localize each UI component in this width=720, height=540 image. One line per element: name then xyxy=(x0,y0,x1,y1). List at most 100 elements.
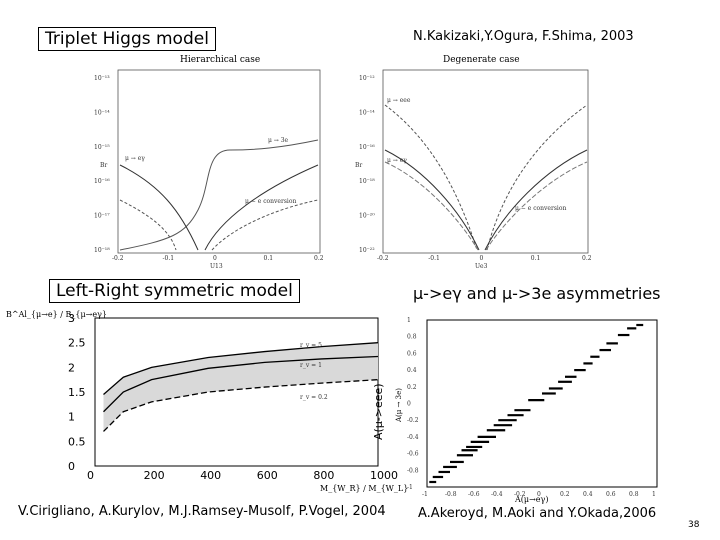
hier-ylabel: Br xyxy=(100,162,107,169)
ytick-label: 2.5 xyxy=(68,337,86,350)
lr-label-rv5: r_v = 5 xyxy=(300,342,322,349)
triplet-title-box: Triplet Higgs model xyxy=(38,27,216,51)
hier-label-mueg: μ → eγ xyxy=(125,155,145,162)
ytick-label: 10⁻¹⁶ xyxy=(359,144,375,151)
lr-title: Left-Right symmetric model xyxy=(56,281,293,301)
hier-label-mu3e: μ → 3e xyxy=(268,137,289,144)
xtick-label: -0.2 xyxy=(112,255,124,262)
asym-xlabel: A(μ→eγ) xyxy=(514,495,548,504)
page-number: 38 xyxy=(688,520,700,530)
ytick-label: 0.4 xyxy=(407,367,417,374)
xtick-label: 0 xyxy=(87,469,94,482)
xtick-label: 1000 xyxy=(370,469,398,482)
ytick-label: 10⁻¹⁴ xyxy=(359,109,375,116)
deg-curve-mueg xyxy=(384,149,588,251)
xtick-label: 0.2 xyxy=(582,255,592,262)
xtick-label: 0 xyxy=(213,255,217,262)
ytick-label: 10⁻¹⁷ xyxy=(94,213,110,220)
ytick-label: 3 xyxy=(68,312,75,325)
lr-xlabel: M_{W_R} / M_{W_L} xyxy=(320,484,408,493)
xtick-label: -0.2 xyxy=(377,255,389,262)
deg-curve-conv xyxy=(384,161,588,251)
xtick-label: -0.1 xyxy=(163,255,175,262)
ytick-label: 10⁻¹⁵ xyxy=(94,144,110,151)
ytick-label: 0 xyxy=(68,460,75,473)
lr-band xyxy=(103,342,379,432)
xtick-label: 0 xyxy=(537,491,541,498)
lr-series-line xyxy=(103,342,379,395)
hier-curve-conv xyxy=(119,199,319,251)
ytick-label: -0.8 xyxy=(407,467,419,474)
lr-series-line xyxy=(103,355,379,413)
ytick-label: -0.4 xyxy=(407,434,419,441)
lr-series-line xyxy=(103,379,379,432)
xtick-label: 0.1 xyxy=(264,255,274,262)
asym-citation: A.Akeroyd, M.Aoki and Y.Okada,2006 xyxy=(418,506,657,521)
hier-label-conv: μ − e conversion xyxy=(245,198,296,205)
xtick-label: 200 xyxy=(144,469,165,482)
lr-ylabel: B^Al_{μ→e} / B_{μ→eγ} xyxy=(6,310,107,319)
ytick-label: 2 xyxy=(68,361,75,374)
hier-curve-mu3e xyxy=(119,139,319,251)
ytick-label: 0.8 xyxy=(407,334,417,341)
ytick-label: -1 xyxy=(407,484,413,491)
ytick-label: 10⁻¹² xyxy=(359,75,375,82)
xtick-label: 0.6 xyxy=(606,491,616,498)
deg-ylabel: Br xyxy=(355,162,362,169)
deg-label-conv: μ − e conversion xyxy=(515,205,566,212)
lr-frame xyxy=(94,317,379,467)
ytick-label: 10⁻¹⁸ xyxy=(359,178,375,185)
deg-curve-mueee xyxy=(384,104,588,251)
ytick-label: 10⁻²⁰ xyxy=(359,213,375,220)
asym-frame xyxy=(426,319,658,488)
lr-label-rv1: r_v = 1 xyxy=(300,362,322,369)
triplet-citation: N.Kakizaki,Y.Ogura, F.Shima, 2003 xyxy=(413,29,634,44)
deg-label-mueg: μ → eγ xyxy=(387,157,407,164)
xtick-label: 0.2 xyxy=(560,491,570,498)
ytick-label: 0.6 xyxy=(407,350,417,357)
asym-title: μ->eγ and μ->3e asymmetries xyxy=(413,284,661,303)
deg-label-mueee: μ → eee xyxy=(387,97,411,104)
asym-ylabel: A(μ → 3e) xyxy=(395,388,403,423)
deg-frame xyxy=(382,69,589,254)
ytick-label: 0.2 xyxy=(407,384,417,391)
xtick-label: -0.8 xyxy=(445,491,457,498)
ytick-label: 1 xyxy=(68,411,75,424)
xtick-label: 0.8 xyxy=(629,491,639,498)
ytick-label: 10⁻²² xyxy=(359,247,375,254)
ytick-label: 10⁻¹⁸ xyxy=(94,247,110,254)
xtick-label: 0.4 xyxy=(583,491,593,498)
ytick-label: -0.2 xyxy=(407,417,419,424)
ytick-label: 10⁻¹⁴ xyxy=(94,109,110,116)
lr-label-rv02: r_v = 0.2 xyxy=(300,394,328,401)
xtick-label: 1 xyxy=(652,491,656,498)
xtick-label: 400 xyxy=(200,469,221,482)
xtick-label: 0.1 xyxy=(531,255,541,262)
deg-xlabel: Ue3 xyxy=(475,263,488,270)
xtick-label: 800 xyxy=(313,469,334,482)
degenerate-plot: Degenerate case 10⁻¹² 10⁻¹⁴ 10⁻¹⁶ 10⁻¹⁸ 10⁻²… xyxy=(355,55,592,270)
deg-title: Degenerate case xyxy=(443,55,520,65)
xtick-label: 0 xyxy=(480,255,484,262)
ytick-label: 1.5 xyxy=(68,386,86,399)
hier-frame xyxy=(117,69,321,254)
xtick-label: -0.6 xyxy=(468,491,480,498)
triplet-title: Triplet Higgs model xyxy=(45,29,209,49)
lr-title-box: Left-Right symmetric model xyxy=(49,279,300,303)
hier-xlabel: U13 xyxy=(210,263,223,270)
asym-plot: 1 0.8 0.6 0.4 0.2 0 -0.2 -0.4 -0.6 -0.8 -1 -1 -0.8 -… xyxy=(395,317,658,504)
xtick-label: -0.2 xyxy=(514,491,526,498)
xtick-label: -1 xyxy=(422,491,428,498)
hierarchical-plot: Hierarchical case 10⁻¹³ 10⁻¹⁴ 10⁻¹⁵ 10⁻¹⁶ 10… xyxy=(94,55,324,270)
ytick-label: 0.5 xyxy=(68,435,86,448)
ytick-label: 10⁻¹³ xyxy=(94,75,110,82)
xtick-label: -0.1 xyxy=(428,255,440,262)
ytick-label: 10⁻¹⁶ xyxy=(94,178,110,185)
lr-plot: B^Al_{μ→e} / B_{μ→eγ} 0 0.5 1 1.5 2 2.5 3 0 200… xyxy=(6,310,408,493)
xtick-label: -0.4 xyxy=(491,491,503,498)
ytick-label: -0.6 xyxy=(407,451,419,458)
hier-title: Hierarchical case xyxy=(180,55,260,65)
asym-ylabel-outer: A(μ->eee) xyxy=(372,383,385,440)
xtick-label: 0.2 xyxy=(314,255,324,262)
lr-citation: V.Cirigliano, A.Kurylov, M.J.Ramsey-Muso… xyxy=(18,504,386,519)
